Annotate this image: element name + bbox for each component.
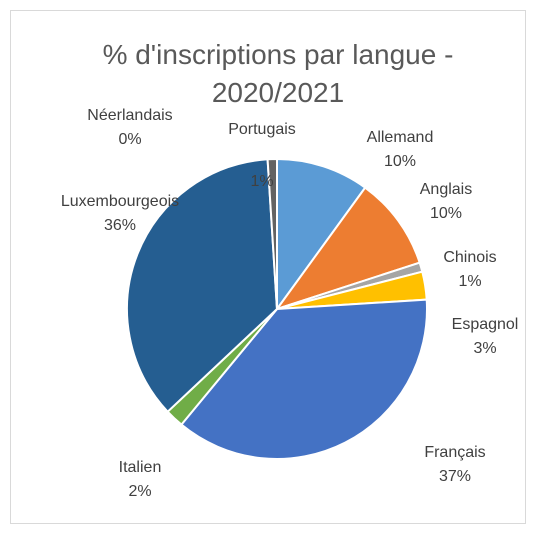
slice-label: Espagnol — [452, 316, 519, 333]
slice-label: Français — [424, 444, 485, 461]
pie-slice — [276, 157, 367, 313]
slice-label: Luxembourgeois — [61, 193, 179, 210]
pie-slice — [266, 157, 278, 310]
slice-label: Chinois — [443, 249, 496, 266]
pie-slice — [274, 186, 421, 311]
slice-value-label: 37% — [439, 468, 471, 485]
slice-value-label: 2% — [128, 483, 151, 500]
slice-value-label: 10% — [384, 153, 416, 170]
slice-value-label: 36% — [104, 217, 136, 234]
pie-slice — [179, 298, 428, 460]
slice-label: Portugais — [228, 121, 296, 138]
slice-value-label: 3% — [473, 340, 496, 357]
slice-label: Anglais — [420, 181, 472, 198]
slice-label: Italien — [119, 459, 162, 476]
chart-title: % d'inscriptions par langue - 2020/2021 — [102, 39, 454, 108]
pie-slice — [126, 158, 279, 414]
slice-label: Allemand — [367, 129, 434, 146]
slice-label: Néerlandais — [87, 107, 172, 124]
slice-value-label: 1% — [458, 273, 481, 290]
slice-value-label: 1% — [250, 173, 273, 190]
slice-value-label: 10% — [430, 205, 462, 222]
slice-value-label: 0% — [118, 131, 141, 148]
chart-frame — [10, 10, 526, 524]
